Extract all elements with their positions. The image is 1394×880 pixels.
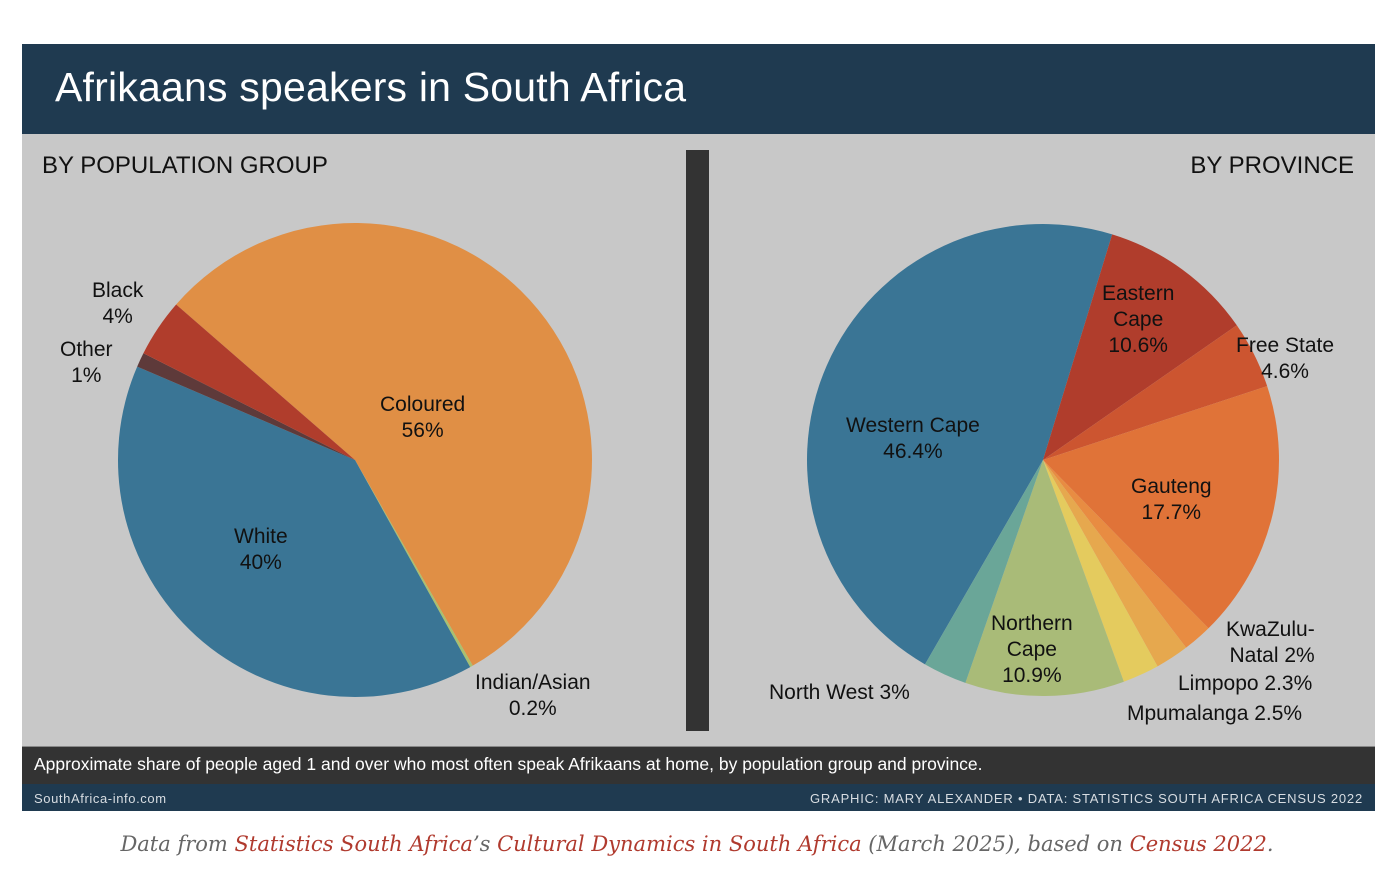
slice-kwazulu-natal <box>1043 460 1209 648</box>
label-northern-cape: Northern Cape 10.9% <box>991 612 1073 687</box>
label-kwazulu-natal: KwaZulu- Natal 2% <box>1226 618 1315 667</box>
slice-limpopo <box>1043 460 1187 667</box>
link-census-2022[interactable]: Census 2022 <box>1129 832 1267 856</box>
site-credit: SouthAfrica-info.com <box>34 791 167 806</box>
slice-eastern-cape <box>1043 234 1237 460</box>
link-cultural-dynamics[interactable]: Cultural Dynamics in South Africa <box>497 832 862 856</box>
label-eastern-cape: Eastern Cape 10.6% <box>1102 282 1175 357</box>
link-statistics-south-africa[interactable]: Statistics South Africa <box>234 832 473 856</box>
section-label-province: BY PROVINCE <box>1190 152 1354 179</box>
label-coloured: Coloured 56% <box>380 393 466 442</box>
label-mpumalanga: Mpumalanga 2.5% <box>1127 702 1303 725</box>
slice-coloured <box>176 223 592 666</box>
slice-white <box>117 366 471 698</box>
caption-band: Approximate share of people aged 1 and o… <box>22 746 1375 784</box>
slice-mpumalanga <box>1043 460 1158 682</box>
slice-north-west <box>925 460 1043 683</box>
divider <box>686 150 709 731</box>
section-label-population: BY POPULATION GROUP <box>42 152 328 179</box>
chart-caption: Approximate share of people aged 1 and o… <box>34 754 983 774</box>
label-north-west: North West 3% <box>769 681 910 704</box>
label-indian-asian: Indian/Asian 0.2% <box>475 671 591 720</box>
slice-indian-asian <box>355 460 473 668</box>
label-other: Other 1% <box>60 338 113 387</box>
population-pie <box>117 223 592 698</box>
source-note: Data from Statistics South Africa’s Cult… <box>120 832 1274 856</box>
slice-black <box>143 304 355 460</box>
label-black: Black 4% <box>92 279 144 328</box>
slice-other <box>137 353 355 460</box>
chart-title: Afrikaans speakers in South Africa <box>55 64 687 110</box>
label-limpopo: Limpopo 2.3% <box>1178 672 1313 695</box>
slice-northern-cape <box>965 460 1124 696</box>
footer-band: SouthAfrica-info.com GRAPHIC: MARY ALEXA… <box>22 784 1375 811</box>
label-white: White 40% <box>234 525 288 574</box>
title-band: Afrikaans speakers in South Africa <box>22 44 1375 134</box>
slice-gauteng <box>1043 386 1279 629</box>
province-pie <box>807 223 1279 696</box>
slice-western-cape <box>807 223 1113 665</box>
label-western-cape: Western Cape 46.4% <box>846 414 980 463</box>
graphic-credit: GRAPHIC: MARY ALEXANDER • DATA: STATISTI… <box>810 791 1363 806</box>
label-free-state: Free State 4.6% <box>1236 334 1335 383</box>
slice-free-state <box>1043 325 1268 460</box>
label-gauteng: Gauteng 17.7% <box>1131 475 1212 524</box>
